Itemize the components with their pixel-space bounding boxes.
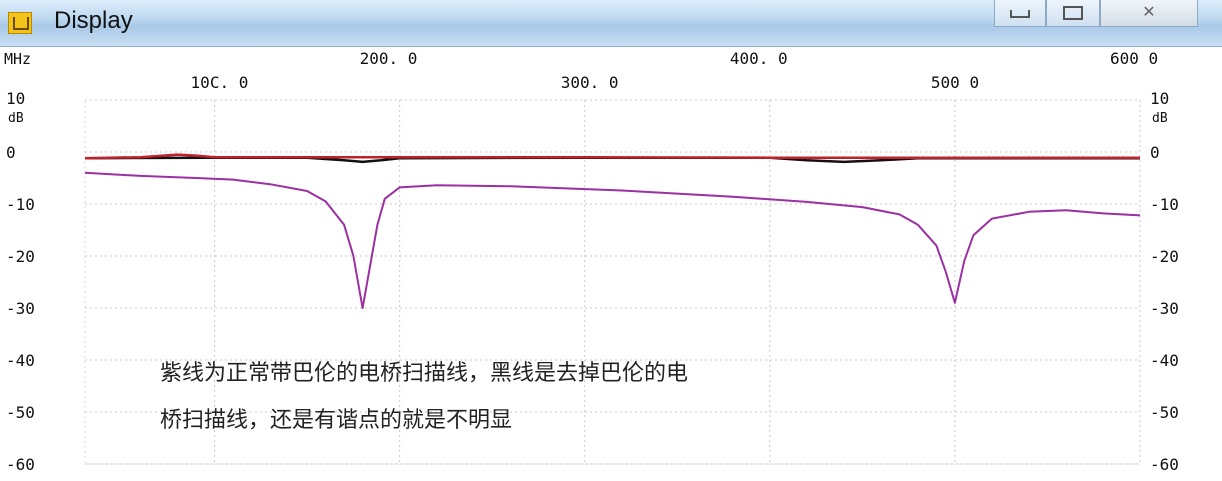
chart-series <box>84 153 1141 309</box>
y-unit-label-left: dB <box>8 111 24 126</box>
y-tick-label-right: -40 <box>1150 351 1179 370</box>
x-tick-label-top: 200. 0 <box>360 49 418 68</box>
maximize-icon <box>1063 6 1083 20</box>
y-tick-label-left: -60 <box>6 455 35 474</box>
y-tick-label-right: -60 <box>1150 455 1179 474</box>
y-tick-label-left: -50 <box>6 403 35 422</box>
y-tick-label-right: 10 <box>1150 89 1169 108</box>
x-tick-label-top: 400. 0 <box>730 49 788 68</box>
maximize-button[interactable] <box>1046 0 1100 27</box>
x-unit-label: MHz <box>4 50 31 68</box>
y-tick-label-left: 0 <box>6 143 16 162</box>
x-tick-label-second: 10C. 0 <box>191 73 249 92</box>
y-tick-label-left: -30 <box>6 299 35 318</box>
x-tick-label-second: 500 0 <box>931 73 979 92</box>
spectrum-chart: MHz 200. 0 400. 0 600 0 10C. 0 300. 0 500 0 10 1… <box>4 49 1179 474</box>
close-icon: ✕ <box>1142 2 1156 21</box>
annotation-line-2: 桥扫描线，还是有谐点的就是不明显 <box>160 408 513 433</box>
y-tick-label-left: -10 <box>6 195 35 214</box>
y-tick-label-left: -40 <box>6 351 35 370</box>
series-line-1 <box>84 171 1141 309</box>
y-tick-label-right: -30 <box>1150 299 1179 318</box>
y-tick-label-right: -10 <box>1150 195 1179 214</box>
y-tick-label-right: -20 <box>1150 247 1179 266</box>
x-tick-label-top: 600 0 <box>1110 49 1158 68</box>
window-title: Display <box>54 7 133 34</box>
y-tick-label-left: 10 <box>6 89 25 108</box>
minimize-icon <box>1010 10 1030 18</box>
y-tick-label-right: 0 <box>1150 143 1160 162</box>
y-tick-label-left: -20 <box>6 247 35 266</box>
x-tick-label-second: 300. 0 <box>561 73 619 92</box>
annotation-line-1: 紫线为正常带巴伦的电桥扫描线，黑线是去掉巴伦的电 <box>160 361 689 386</box>
chart-grid <box>84 99 1141 465</box>
series-line-3 <box>84 153 1140 160</box>
y-unit-label-right: dB <box>1152 111 1168 126</box>
window-titlebar: Display ✕ <box>0 0 1222 47</box>
app-icon <box>8 12 32 34</box>
chart-labels: MHz 200. 0 400. 0 600 0 10C. 0 300. 0 500 0 10 1… <box>4 49 1179 474</box>
y-tick-label-right: -50 <box>1150 403 1179 422</box>
close-button[interactable]: ✕ <box>1100 0 1198 27</box>
minimize-button[interactable] <box>994 0 1046 27</box>
